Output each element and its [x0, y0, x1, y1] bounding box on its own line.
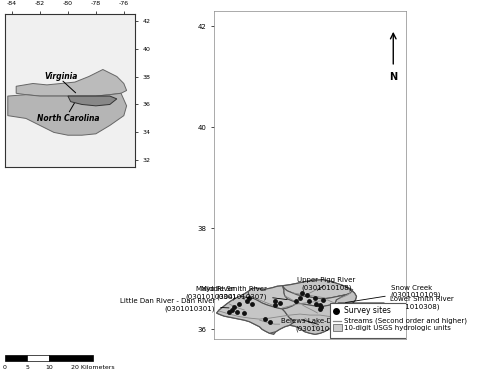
- Text: Middle Smith River
(0301010307): Middle Smith River (0301010307): [201, 286, 287, 300]
- Polygon shape: [334, 286, 356, 315]
- Polygon shape: [68, 96, 117, 106]
- Text: Streams (Second order and higher): Streams (Second order and higher): [344, 317, 468, 324]
- Text: Virginia: Virginia: [44, 72, 78, 81]
- Text: Lower Smith River
(0301010308): Lower Smith River (0301010308): [338, 296, 454, 310]
- Text: Upper Pigg River
(0301010108): Upper Pigg River (0301010108): [297, 277, 356, 291]
- Polygon shape: [282, 286, 346, 307]
- Text: North Carolina: North Carolina: [36, 114, 99, 123]
- Polygon shape: [216, 291, 295, 333]
- Text: 0: 0: [3, 365, 7, 369]
- Text: Belews Lake-Dan River
(0301010303): Belews Lake-Dan River (0301010303): [281, 319, 361, 332]
- Text: Snow Creek
(0301010109): Snow Creek (0301010109): [346, 285, 441, 302]
- FancyBboxPatch shape: [333, 324, 342, 331]
- Polygon shape: [248, 286, 298, 309]
- Text: 5: 5: [25, 365, 29, 369]
- Text: Mayo River
(0301010304): Mayo River (0301010304): [185, 286, 249, 300]
- Text: N: N: [389, 72, 398, 82]
- Text: Survey sites: Survey sites: [344, 306, 391, 315]
- Bar: [5, 355, 27, 361]
- Polygon shape: [282, 303, 341, 334]
- Polygon shape: [282, 280, 354, 299]
- Polygon shape: [8, 93, 126, 135]
- Polygon shape: [16, 69, 126, 96]
- Bar: [27, 355, 49, 361]
- FancyBboxPatch shape: [330, 303, 421, 338]
- Bar: [49, 355, 93, 361]
- Text: Little Dan River - Dan River
(0301010301): Little Dan River - Dan River (0301010301…: [120, 298, 229, 312]
- Text: 20 Kilometers: 20 Kilometers: [71, 365, 115, 369]
- Text: 10: 10: [45, 365, 53, 369]
- Polygon shape: [216, 280, 356, 334]
- Text: 10-digit USGS hydrologic units: 10-digit USGS hydrologic units: [344, 325, 451, 331]
